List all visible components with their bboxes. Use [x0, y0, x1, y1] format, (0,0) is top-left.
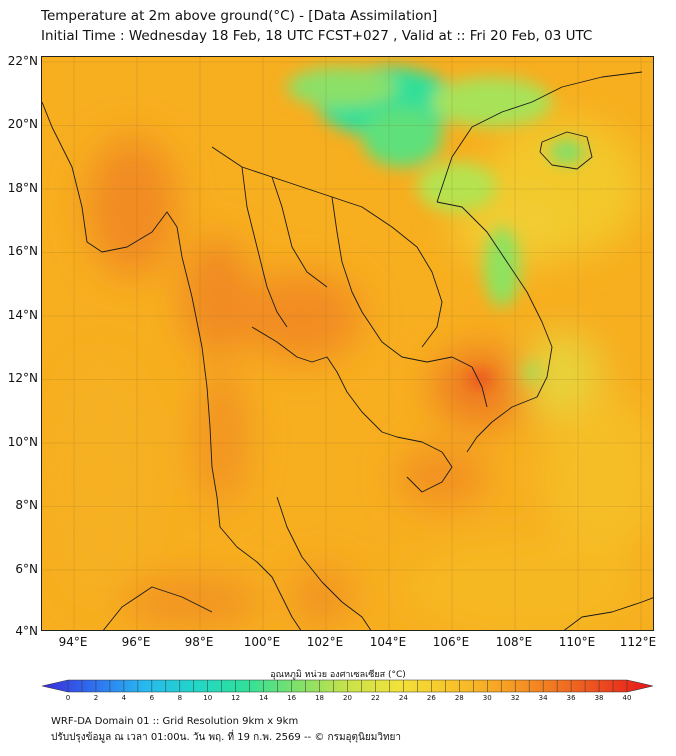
colorbar-tick-label: 10 — [203, 694, 213, 702]
colorbar-tick-label: 40 — [622, 694, 632, 702]
colorbar-tick-label: 26 — [426, 694, 436, 702]
lon-tick-96: 96°E — [121, 635, 151, 649]
lat-tick-6: 6°N — [15, 562, 38, 576]
lon-tick-112: 112°E — [619, 635, 657, 649]
colorbar-tick-label: 22 — [370, 694, 380, 702]
colorbar-tick-label: 16 — [287, 694, 297, 702]
colorbar-tick-label: 12 — [231, 694, 241, 702]
title-line-1: Temperature at 2m above ground(°C) - [Da… — [41, 8, 438, 24]
lat-tick-16: 16°N — [7, 244, 38, 258]
lat-tick-10: 10°N — [7, 435, 38, 449]
colorbar-tick-label: 24 — [398, 694, 408, 702]
colorbar-tick-label: 8 — [177, 694, 183, 702]
colorbar-tick-label: 28 — [454, 694, 464, 702]
colorbar — [41, 679, 654, 693]
colorbar-tick-label: 38 — [594, 694, 604, 702]
lon-tick-108: 108°E — [495, 635, 533, 649]
coastlines — [42, 71, 653, 630]
lon-tick-100: 100°E — [243, 635, 281, 649]
colorbar-tick-label: 6 — [149, 694, 155, 702]
temperature-field — [42, 57, 653, 630]
lon-tick-98: 98°E — [184, 635, 214, 649]
colorbar-title: อุณหภูมิ หน่วย องศาเซลเซียส (°C) — [270, 670, 406, 680]
footer-line-2: ปรับปรุงข้อมูล ณ เวลา 01:00น. วัน พฤ. ที… — [51, 732, 402, 743]
title-line-2: Initial Time : Wednesday 18 Feb, 18 UTC … — [41, 28, 593, 44]
lon-tick-94: 94°E — [58, 635, 88, 649]
lon-tick-102: 102°E — [306, 635, 344, 649]
colorbar-tick-label: 34 — [538, 694, 548, 702]
colorbar-tick-label: 18 — [315, 694, 324, 702]
lon-tick-104: 104°E — [369, 635, 407, 649]
lat-tick-20: 20°N — [7, 117, 38, 131]
lat-tick-22: 22°N — [7, 54, 38, 68]
colorbar-tick-label: 0 — [65, 694, 71, 702]
colorbar-tick-label: 14 — [259, 694, 269, 702]
lat-tick-8: 8°N — [15, 498, 38, 512]
colorbar-tick-label: 36 — [566, 694, 576, 702]
colorbar-tick-label: 4 — [121, 694, 127, 702]
footer-line-1: WRF-DA Domain 01 :: Grid Resolution 9km … — [51, 716, 299, 727]
colorbar-tick-label: 32 — [510, 694, 520, 702]
colorbar-tick-label: 20 — [343, 694, 352, 702]
graticule — [42, 57, 653, 630]
colorbar-tick-label: 30 — [482, 694, 492, 702]
lat-tick-12: 12°N — [7, 371, 38, 385]
lon-tick-110: 110°E — [558, 635, 596, 649]
lat-tick-14: 14°N — [7, 308, 38, 322]
chart-title: Temperature at 2m above ground(°C) - [Da… — [41, 6, 592, 46]
lon-tick-106: 106°E — [432, 635, 470, 649]
colorbar-tick-label: 2 — [93, 694, 99, 702]
lat-tick-4: 4°N — [15, 624, 38, 638]
lat-tick-18: 18°N — [7, 181, 38, 195]
temperature-map[interactable] — [41, 56, 654, 631]
